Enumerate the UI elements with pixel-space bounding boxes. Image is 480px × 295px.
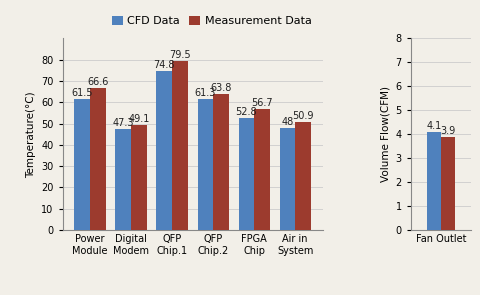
- Bar: [172, 61, 187, 230]
- Bar: [74, 99, 90, 230]
- Bar: [279, 128, 295, 230]
- Legend: CFD Data, Measurement Data: CFD Data, Measurement Data: [107, 12, 315, 31]
- Text: 63.8: 63.8: [210, 83, 231, 93]
- Text: 61.5: 61.5: [71, 88, 93, 98]
- Text: 61.3: 61.3: [194, 88, 216, 99]
- Text: 49.1: 49.1: [128, 114, 149, 124]
- Text: 50.9: 50.9: [292, 111, 313, 121]
- Text: 74.8: 74.8: [153, 60, 175, 70]
- Text: 4.1: 4.1: [425, 121, 441, 131]
- Text: 48: 48: [281, 117, 293, 127]
- Text: 66.6: 66.6: [87, 77, 108, 87]
- Text: 3.9: 3.9: [440, 126, 455, 136]
- Bar: [213, 94, 228, 230]
- Bar: [238, 118, 253, 230]
- Y-axis label: Volume Flow(CFM): Volume Flow(CFM): [379, 86, 389, 182]
- Bar: [440, 137, 455, 230]
- Text: 79.5: 79.5: [168, 50, 190, 60]
- Bar: [131, 125, 146, 230]
- Bar: [90, 88, 105, 230]
- Y-axis label: Temperature(°C): Temperature(°C): [25, 91, 36, 178]
- Bar: [295, 122, 310, 230]
- Bar: [115, 129, 131, 230]
- Text: 52.8: 52.8: [235, 106, 257, 117]
- Text: 47.3: 47.3: [112, 118, 134, 128]
- Bar: [197, 99, 213, 230]
- Bar: [426, 132, 440, 230]
- Text: 56.7: 56.7: [251, 98, 272, 108]
- Bar: [253, 109, 269, 230]
- Bar: [156, 71, 172, 230]
